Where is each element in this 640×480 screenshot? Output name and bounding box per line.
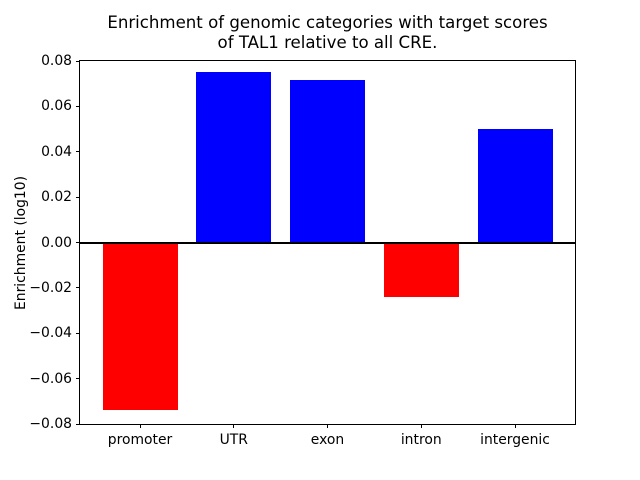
x-tick-label: UTR — [219, 432, 248, 448]
y-tick-mark — [76, 196, 80, 198]
x-tick-label: exon — [310, 432, 345, 448]
y-tick-label: 0.00 — [41, 234, 72, 251]
chart-title-line1: Enrichment of genomic categories with ta… — [107, 13, 548, 32]
x-tick-mark — [420, 424, 422, 428]
y-tick-mark — [76, 332, 80, 334]
x-tick-mark — [327, 424, 328, 428]
bar-UTR — [196, 72, 272, 243]
chart-title-line2: of TAL1 relative to all CRE. — [217, 33, 438, 52]
y-tick-label: 0.02 — [41, 189, 72, 206]
chart-title: Enrichment of genomic categories with ta… — [80, 13, 575, 53]
bar-intergenic — [477, 129, 553, 243]
y-tick-label: −0.06 — [29, 370, 72, 387]
y-tick-mark — [76, 60, 80, 62]
y-tick-label: 0.08 — [41, 53, 72, 69]
y-tick-mark — [76, 151, 80, 153]
y-tick-mark — [76, 242, 80, 243]
y-tick-label: 0.06 — [41, 98, 72, 115]
x-tick-label: intergenic — [480, 432, 550, 448]
y-tick-label: −0.08 — [29, 416, 72, 432]
bar-exon — [290, 80, 365, 243]
x-tick-mark — [233, 424, 235, 428]
y-tick-mark — [76, 423, 80, 425]
x-tick-mark — [514, 424, 516, 428]
y-tick-mark — [76, 378, 80, 380]
y-tick-mark — [76, 287, 80, 289]
zero-baseline — [80, 241, 575, 244]
y-tick-mark — [76, 105, 80, 107]
plot-area — [79, 60, 576, 425]
x-tick-label: promoter — [107, 432, 173, 448]
bar-intron — [383, 242, 459, 297]
x-tick-mark — [139, 424, 141, 428]
bar-promoter — [102, 242, 178, 411]
y-tick-label: −0.02 — [29, 279, 72, 296]
x-tick-label: intron — [400, 432, 442, 448]
y-tick-label: −0.04 — [29, 325, 72, 342]
y-tick-label: 0.04 — [41, 143, 72, 160]
